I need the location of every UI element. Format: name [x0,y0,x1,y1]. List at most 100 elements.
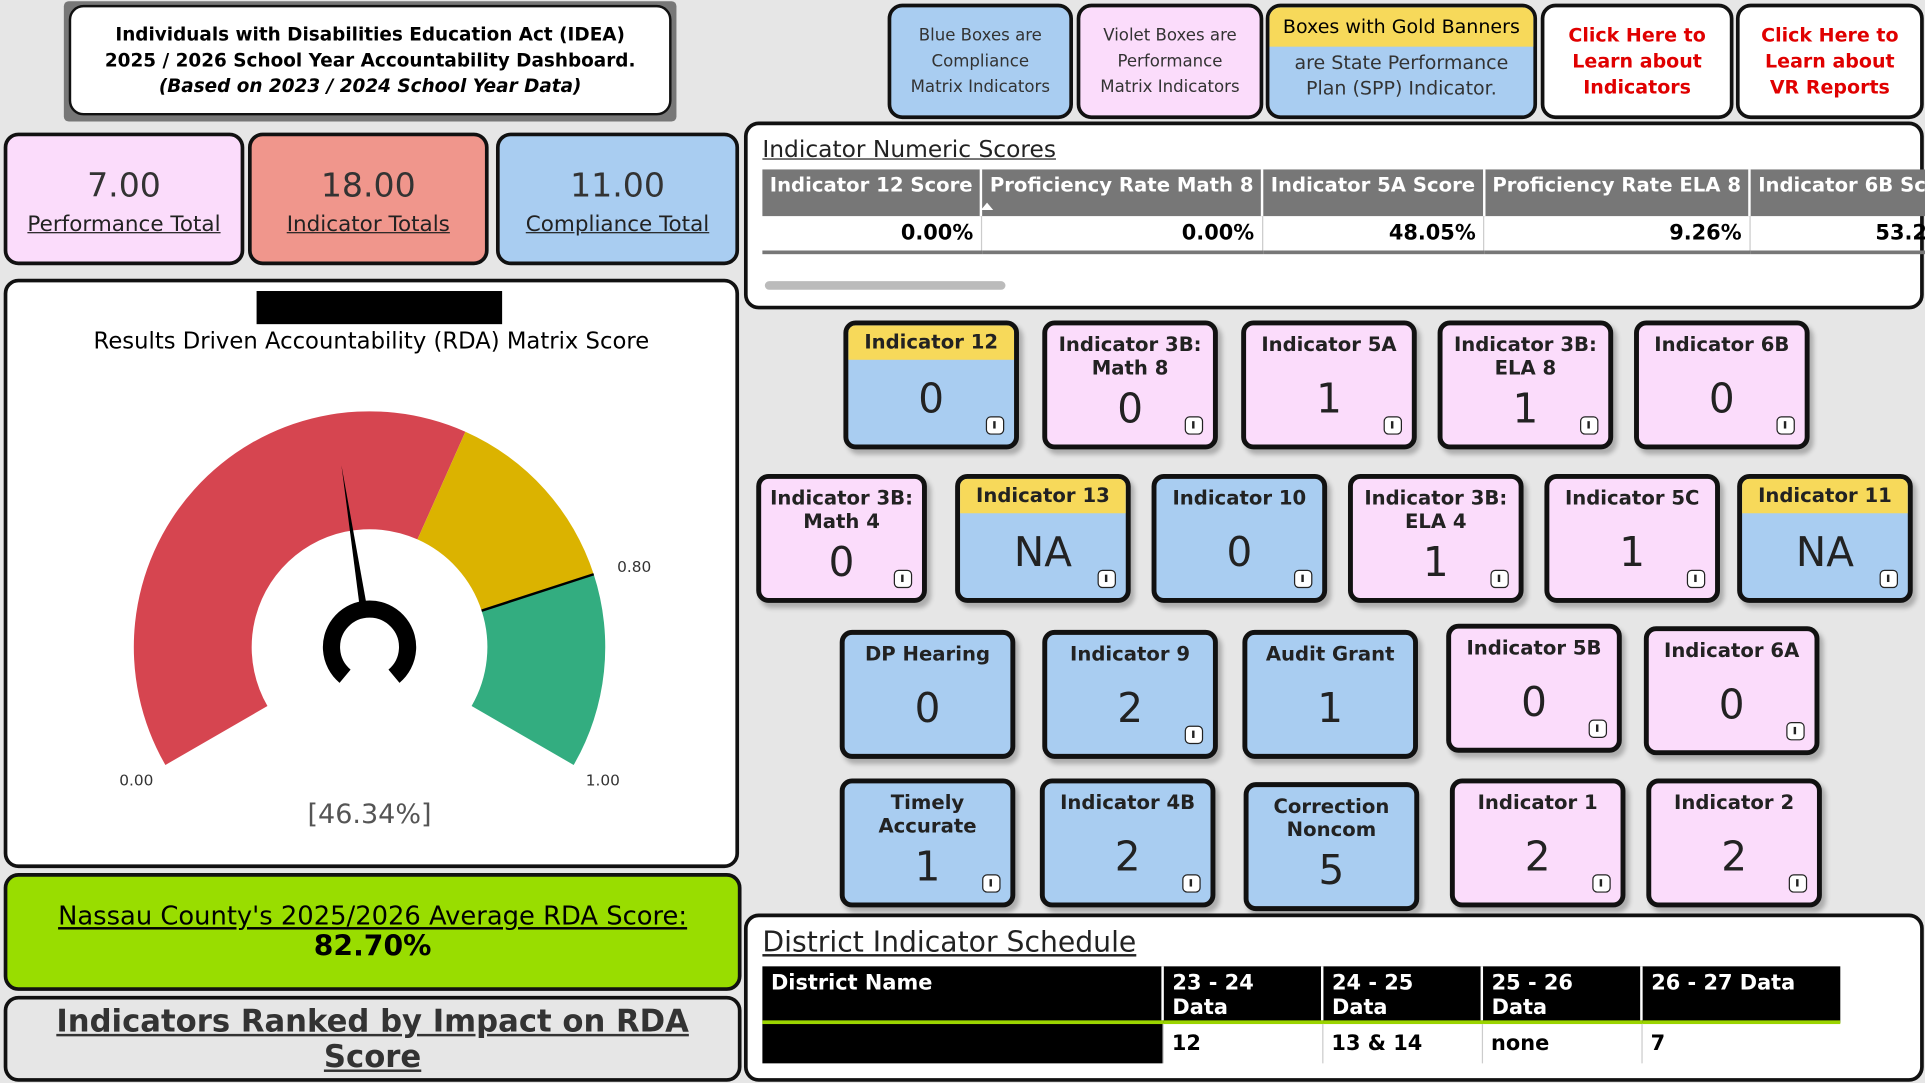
value-row: 0.00%0.00%48.05%9.26%53.29% [762,216,1925,255]
tile-title-line: Indicator 9 [1070,642,1191,666]
title-box: Individuals with Disabilities Education … [68,4,672,116]
indicator-tile: Indicator 5B 0 [1446,623,1622,753]
indicator-tile: Indicator 11 NA [1737,473,1913,603]
column-header: 25 - 26 Data [1480,966,1642,1025]
total-card: 11.00 Compliance Total [495,132,740,266]
info-icon[interactable] [1788,874,1808,893]
tile-title: Indicator 6A [1649,631,1815,662]
link-indicators[interactable]: Click Here to Learn about Indicators [1540,3,1734,120]
scrollbar[interactable] [764,281,1006,290]
tile-value: 0 [828,537,855,586]
info-icon[interactable] [1097,569,1116,589]
column-header: Proficiency Rate ELA 8 [1482,169,1750,217]
info-icon[interactable] [1580,416,1599,435]
tile-title-line: Indicator 10 [1172,486,1307,510]
tile-value: NA [1013,527,1072,576]
tile-title-line: ELA 8 [1494,356,1557,380]
info-icon[interactable] [1383,416,1403,435]
indicator-tile: Indicator 9 2 [1042,629,1218,759]
info-icon[interactable] [1592,874,1611,893]
tile-value: 2 [1524,832,1551,881]
ranked-label: Indicators Ranked by Impact on RDA Score [56,1003,689,1075]
score-value: 9.26% [1483,216,1750,255]
tile-title: Timely Accurate [845,783,1011,838]
tile-title-line: Timely [890,790,965,815]
tile-value: 1 [914,842,941,891]
tile-title: Indicator 2 [1651,783,1817,814]
column-header: District Name [762,966,1163,1025]
link-vr-reports[interactable]: Click Here to Learn about VR Reports [1735,3,1924,120]
indicator-tile: Indicator 13 NA [955,473,1131,603]
tile-value: 1 [1512,384,1539,433]
indicator-tile: Indicator 12 0 [843,320,1019,450]
redacted-block [256,291,503,325]
tile-value: 0 [1708,374,1735,423]
tile-title: Indicator 4B [1045,783,1211,814]
scores-title: Indicator Numeric Scores [762,136,1056,164]
total-label: Performance Total [27,211,221,237]
info-icon[interactable] [1184,416,1204,435]
schedule-cell: 13 & 14 [1321,1022,1482,1064]
tile-title: Indicator 3B: ELA 4 [1353,479,1519,533]
info-icon[interactable] [1490,569,1509,589]
tile-title-line: Indicator 3B: [770,486,914,510]
tile-title-line: Indicator 6B [1654,332,1790,357]
score-value: 0.00% [980,216,1263,255]
indicator-tile: Indicator 5A 1 [1241,320,1417,450]
info-icon[interactable] [1786,721,1805,741]
legend-banner: Boxes with Gold Banners [1269,7,1534,47]
info-icon[interactable] [982,874,1001,893]
score-value: 0.00% [762,216,982,255]
info-icon[interactable] [985,416,1005,435]
info-icon[interactable] [1776,416,1795,435]
column-header: Indicator 12 Score [762,169,982,217]
tile-value: 1 [1422,537,1449,586]
link-text[interactable]: Click Here to Learn about Indicators [1568,23,1706,98]
total-label: Compliance Total [525,211,710,237]
tile-value: 1 [1317,683,1344,732]
score-value: 48.05% [1261,216,1484,255]
tile-title-line: Indicator 1 [1477,790,1598,815]
link-text[interactable]: Click Here to Learn about VR Reports [1761,23,1899,98]
legend-violet: Violet Boxes are Performance Matrix Indi… [1076,3,1264,120]
column-header: 26 - 27 Data [1640,966,1841,1025]
score-value: 53.29% [1748,216,1925,255]
title-line: 2025 / 2026 School Year Accountability D… [104,48,636,71]
info-icon[interactable] [1182,874,1201,893]
tile-value: 1 [1619,527,1646,576]
tile-value: NA [1795,527,1854,576]
tile-title-line: Indicator 2 [1674,790,1795,815]
tile-title: Indicator 1 [1455,783,1621,814]
indicator-tile: Indicator 6B 0 [1634,320,1810,450]
tile-title: Indicator 12 [848,325,1015,360]
total-value: 11.00 [570,166,665,205]
county-value: 82.70% [313,930,432,963]
indicator-tile: Timely Accurate 1 [839,778,1016,908]
legend-text: Violet Boxes are Performance Matrix Indi… [1100,25,1240,97]
info-icon[interactable] [1686,569,1706,589]
legend-text: are State Performance Plan (SPP) Indicat… [1294,51,1509,100]
redacted-cell [762,1022,1163,1064]
tile-title-line: Indicator 5B [1466,636,1602,660]
tile-value: 0 [1718,680,1745,729]
info-icon[interactable] [893,569,913,589]
total-label: Indicator Totals [286,211,450,237]
tile-title-line: Indicator 12 [864,330,999,354]
tile-title: Indicator 3B: ELA 8 [1443,325,1609,380]
tile-value: 5 [1318,846,1345,894]
info-icon[interactable] [1879,569,1898,589]
column-header: Proficiency Rate Math 8 [979,169,1263,217]
tile-title-line: Indicator 5A [1261,332,1397,357]
info-icon[interactable] [1293,569,1313,589]
tile-title: Indicator 3B: Math 8 [1047,325,1213,380]
tile-title: Indicator 3B: Math 4 [761,479,922,533]
tile-title: Indicator 9 [1047,635,1213,666]
info-icon[interactable] [1184,725,1204,745]
info-icon[interactable] [1588,719,1608,738]
tile-title: Correction Noncom [1249,787,1415,841]
